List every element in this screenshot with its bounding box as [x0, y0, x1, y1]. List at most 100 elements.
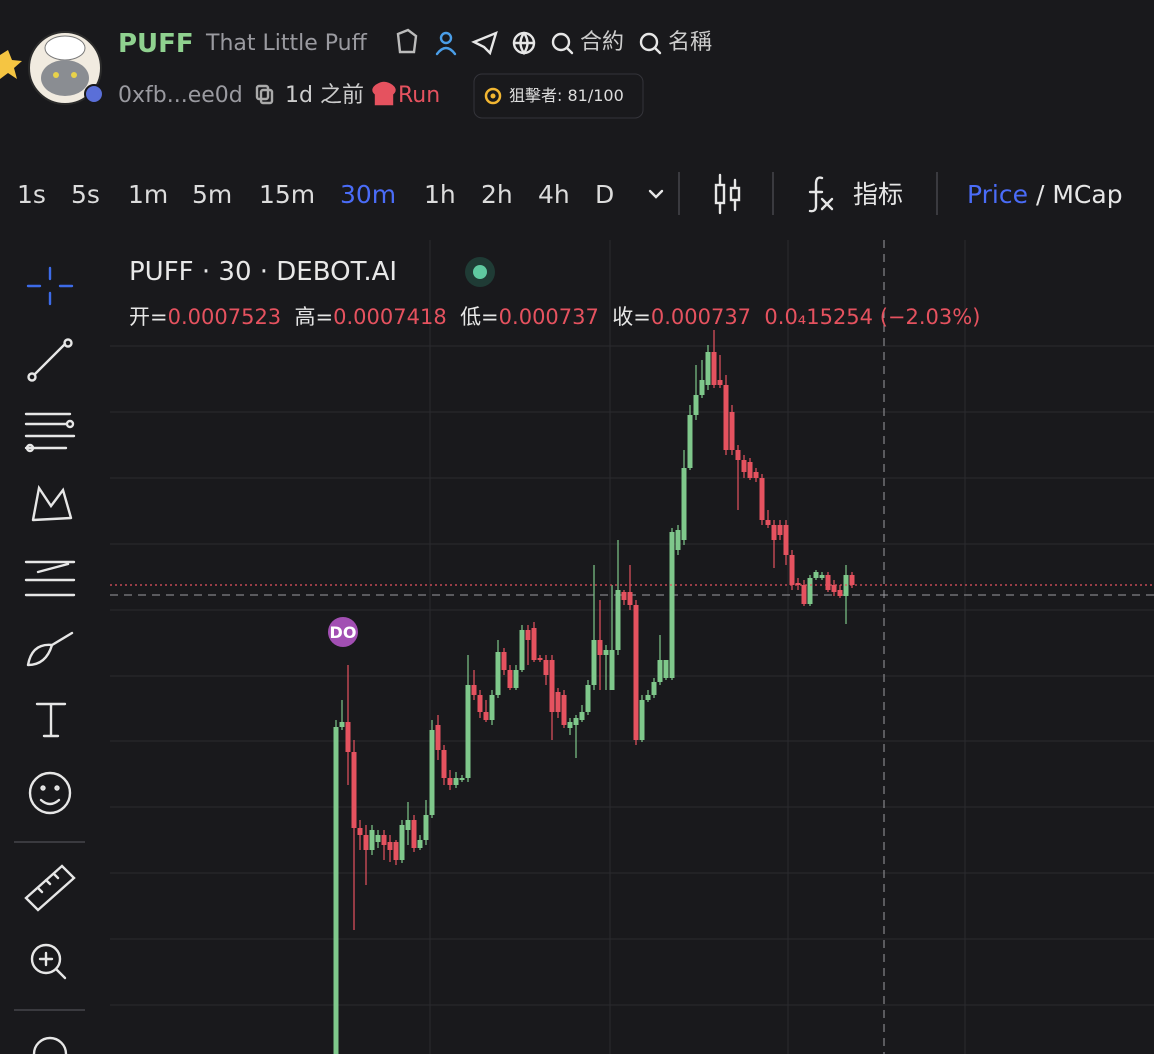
candle-body [345, 722, 351, 752]
candle-body [393, 842, 399, 860]
candle-body [657, 660, 663, 682]
candle-body [639, 700, 645, 740]
ohlc-legend: 开=0.0007523 高=0.0007418 低=0.000737 收=0.0… [129, 307, 980, 328]
interval[interactable]: D [595, 180, 615, 209]
candle-body [849, 575, 855, 585]
candle-body [447, 778, 453, 785]
candle-body [513, 670, 519, 688]
close-value: 0.000737 [650, 305, 752, 329]
candle-body [615, 590, 621, 650]
candle-body [555, 692, 561, 712]
interval[interactable]: 15m [259, 180, 316, 209]
candle-body [567, 722, 573, 728]
interval[interactable]: 30m [340, 180, 397, 209]
candle-body [543, 660, 549, 675]
candle-body [777, 525, 783, 535]
candle-body [549, 660, 555, 712]
address[interactable]: 0xfb...ee0d [118, 83, 243, 108]
interval[interactable]: 1m [128, 180, 169, 209]
candle-body [339, 722, 345, 727]
candle-body [405, 820, 411, 830]
price-option[interactable]: Price [967, 180, 1028, 209]
candle-body [477, 695, 483, 712]
price-mcap-toggle[interactable]: Price / MCap [967, 182, 1123, 207]
candle-body [627, 592, 633, 605]
candle-body [687, 415, 693, 468]
candle-body [603, 650, 609, 655]
candle-body [621, 592, 627, 600]
candle-body [741, 460, 747, 472]
candle-body [573, 718, 579, 725]
candle-body [387, 842, 393, 850]
candle-body [729, 412, 735, 450]
age: 1d 之前 [285, 83, 364, 108]
avatar-cat [41, 60, 89, 96]
candle-body [693, 395, 699, 415]
candle-body [483, 712, 489, 720]
candle-body [441, 750, 447, 778]
candle-body [765, 520, 771, 525]
candle-body [375, 835, 381, 842]
open-label: 开= [129, 305, 168, 329]
mcap-option[interactable]: MCap [1052, 180, 1123, 209]
candle-body [519, 630, 525, 670]
search-name[interactable]: 名稱 [668, 30, 713, 55]
snipers: 狙擊者: 81/100 [509, 86, 624, 105]
candle-body [645, 695, 651, 700]
candle-body [531, 628, 537, 660]
symbol: PUFF [118, 29, 194, 59]
candle-body [819, 575, 825, 578]
candle-body [711, 352, 717, 385]
candle-body [825, 575, 831, 590]
candle-body [723, 385, 729, 450]
candle-body [579, 712, 585, 720]
candle-body [753, 472, 759, 478]
candle-body [801, 585, 807, 604]
candle-body [429, 730, 435, 815]
open-value: 0.0007523 [167, 305, 282, 329]
token-name: That Little Puff [206, 31, 367, 56]
search-contract[interactable]: 合約 [580, 30, 625, 55]
interval[interactable]: 2h [481, 180, 513, 209]
interval[interactable]: 1h [424, 180, 456, 209]
low-value: 0.000737 [498, 305, 599, 329]
candle-body [681, 468, 687, 540]
candle-body [669, 532, 675, 678]
candle-body [609, 650, 615, 690]
header-icons [255, 28, 662, 106]
candles [110, 330, 1154, 1054]
candle-body [831, 585, 837, 592]
snipers-box [473, 73, 644, 119]
candle-body [771, 525, 777, 540]
candle-body [489, 695, 495, 720]
candle-body [537, 658, 543, 660]
chain-badge [84, 84, 104, 104]
candle-body [807, 578, 813, 604]
candle-body [423, 815, 429, 840]
candle-body [417, 840, 423, 848]
high-value: 0.0007418 [333, 305, 447, 329]
change: 0.0₄15254 (−2.03%) [764, 305, 981, 329]
event-marker-label: DO [330, 623, 357, 642]
interval[interactable]: 5s [71, 180, 100, 209]
candle-body [369, 830, 375, 850]
candle-body [351, 752, 357, 828]
candle-body [747, 462, 753, 478]
candle-body [357, 828, 363, 835]
candle-body [633, 605, 639, 740]
interval[interactable]: 4h [538, 180, 570, 209]
candle-body [411, 820, 417, 848]
candle-body [465, 685, 471, 778]
separators [14, 172, 938, 1011]
candle-body [735, 450, 741, 460]
candle-body [399, 825, 405, 860]
status-dot [473, 265, 487, 279]
interval[interactable]: 1s [17, 180, 46, 209]
interval[interactable]: 5m [192, 180, 233, 209]
candle-body [813, 572, 819, 578]
chart-title: PUFF · 30 · DEBOT.AI [129, 257, 398, 287]
toolbar-icons [648, 173, 834, 215]
indicators[interactable]: 指标 [853, 180, 904, 209]
